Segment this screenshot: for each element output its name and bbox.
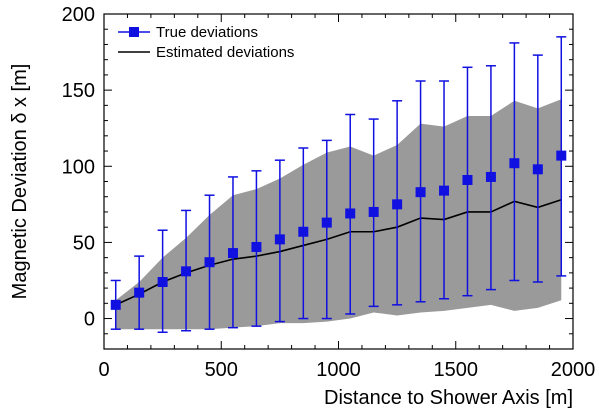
true-deviation-point [368, 206, 379, 217]
true-deviation-point [181, 266, 192, 277]
true-deviation-point [110, 299, 121, 310]
true-deviation-point [298, 226, 309, 237]
y-tick-label: 200 [62, 4, 95, 26]
true-deviation-point [485, 171, 496, 182]
true-deviation-point [157, 277, 168, 287]
true-deviation-point [345, 208, 356, 219]
true-deviation-point [274, 234, 285, 245]
uncertainty-band [115, 99, 562, 330]
true-deviation-point [204, 257, 215, 268]
true-deviation-point [134, 287, 145, 298]
marker-layer [110, 150, 567, 310]
y-tick-label: 0 [84, 309, 95, 331]
y-axis-label: Magnetic Deviation δ x [m] [9, 64, 31, 300]
true-deviation-point [439, 185, 450, 196]
true-deviation-point [321, 217, 332, 228]
true-deviation-point [415, 187, 426, 198]
legend-true-marker [129, 27, 139, 37]
x-tick-label: 2000 [551, 359, 596, 381]
y-tick-label: 150 [62, 80, 95, 102]
legend-estimated-label: Estimated deviations [156, 44, 294, 61]
uncertainty-band-layer [115, 99, 562, 330]
x-tick-label: 500 [205, 359, 238, 381]
legend-true-label: True deviations [156, 24, 258, 41]
y-tick-label: 100 [62, 156, 95, 178]
true-deviation-point [462, 174, 473, 185]
true-deviation-point [556, 150, 567, 161]
true-deviation-point [227, 248, 238, 259]
true-deviation-point [251, 241, 262, 252]
legend: True deviations Estimated deviations [118, 24, 294, 61]
x-tick-label: 1000 [316, 359, 361, 381]
x-tick-label: 1500 [434, 359, 479, 381]
x-tick-label: 0 [98, 359, 109, 381]
true-deviation-point [392, 199, 403, 210]
tick-layer: 0 500 1000 1500 2000 0 50 100 150 200 [62, 4, 596, 381]
y-tick-label: 50 [73, 232, 95, 254]
true-deviation-point [532, 164, 543, 175]
x-axis-label: Distance to Shower Axis [m] [324, 387, 573, 409]
true-deviation-point [509, 158, 520, 169]
